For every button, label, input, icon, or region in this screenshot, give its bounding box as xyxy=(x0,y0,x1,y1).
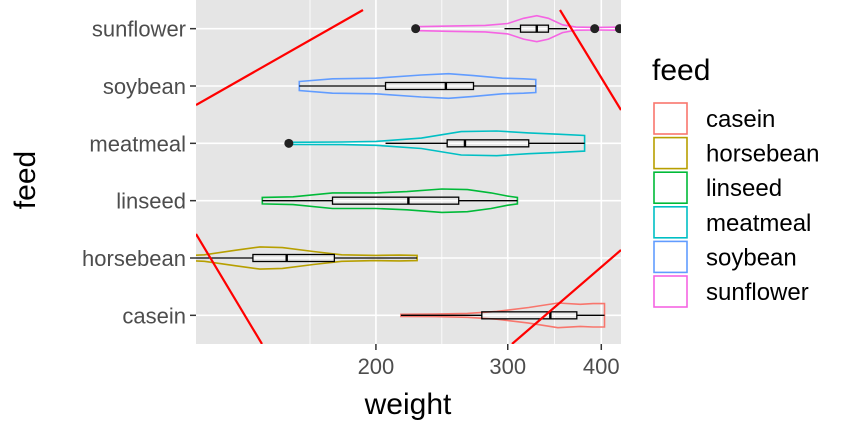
legend-key-linseed xyxy=(653,171,688,204)
legend-label-horsebean: horsebean xyxy=(706,141,819,168)
y-axis: casein horsebean linseed meatmeal soybean sun… xyxy=(82,17,196,328)
x-axis: 200 300 400 xyxy=(358,344,620,379)
x-tick-label: 200 xyxy=(358,354,395,379)
x-axis-title: weight xyxy=(364,388,452,421)
legend-label-meatmeal: meatmeal xyxy=(706,210,811,237)
violin-horsebean xyxy=(196,246,418,270)
minor-gridlines xyxy=(309,0,555,344)
legend-label-sunflower: sunflower xyxy=(706,279,809,306)
y-tick-label-linseed: linseed xyxy=(116,189,186,214)
violin-linseed xyxy=(261,188,519,214)
y-tick-label-casein: casein xyxy=(122,303,186,328)
box-casein xyxy=(481,311,578,320)
y-tick-label-soybean: soybean xyxy=(103,74,186,99)
legend-label-casein: casein xyxy=(706,106,775,133)
legend-key-sunflower xyxy=(653,275,688,308)
outlier-point-meatmeal xyxy=(284,138,294,148)
violin-meatmeal xyxy=(287,130,586,157)
legend-key-meatmeal xyxy=(653,206,688,239)
outlier-point-sunflower xyxy=(590,24,600,34)
outlier-point-sunflower xyxy=(411,24,421,34)
boxplots xyxy=(196,24,621,320)
box-horsebean xyxy=(252,253,336,263)
boundary-line xyxy=(196,233,263,344)
boundary-line xyxy=(559,9,621,111)
legend-key-horsebean xyxy=(653,136,688,170)
x-tick-label: 400 xyxy=(583,354,620,379)
box-meatmeal xyxy=(446,139,530,148)
y-axis-title: feed xyxy=(9,151,42,209)
plot-panel xyxy=(196,0,621,344)
y-tick-label-horsebean: horsebean xyxy=(82,246,186,271)
y-tick-label-sunflower: sunflower xyxy=(92,17,186,42)
violin-soybean xyxy=(298,72,537,100)
outlier-point-sunflower xyxy=(614,24,621,34)
box-sunflower xyxy=(519,24,550,33)
boundary-line xyxy=(511,249,621,344)
box-linseed xyxy=(331,196,460,205)
legend-key-casein xyxy=(653,102,688,135)
legend-key-soybean xyxy=(653,240,688,274)
box-soybean xyxy=(384,81,475,91)
legend-title: feed xyxy=(652,54,710,87)
legend: feed casein horsebean linseed meatmeal soybe… xyxy=(652,54,819,308)
boundary-line xyxy=(196,9,364,106)
coord-boundary-lines xyxy=(196,9,621,344)
legend-label-linseed: linseed xyxy=(706,175,782,202)
x-tick-label: 300 xyxy=(489,354,526,379)
legend-label-soybean: soybean xyxy=(706,244,797,271)
y-tick-label-meatmeal: meatmeal xyxy=(89,131,186,156)
